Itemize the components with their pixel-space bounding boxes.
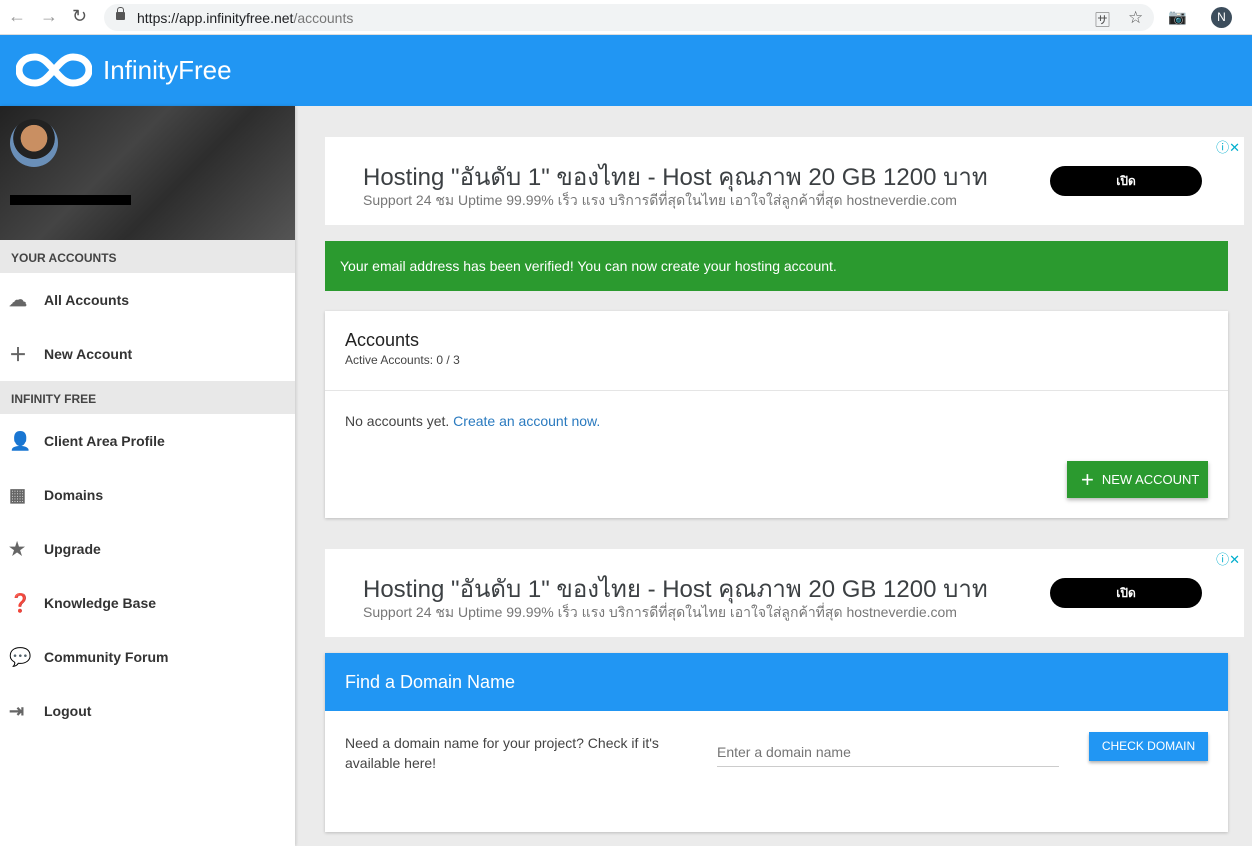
building-icon: ▦ (9, 484, 27, 505)
url-path: /accounts (293, 10, 354, 26)
sidebar-item-label: New Account (44, 346, 133, 362)
empty-text: No accounts yet. (345, 413, 454, 429)
help-icon: ❓ (9, 592, 32, 613)
forum-icon: 💬 (9, 646, 32, 667)
ad-title[interactable]: Hosting "อันดับ 1" ของไทย - Host คุณภาพ … (363, 164, 988, 191)
ad-subtitle: Support 24 ชม Uptime 99.99% เร็ว แรง บริ… (363, 604, 957, 620)
sidebar-item-label: Community Forum (44, 649, 169, 665)
ad-title[interactable]: Hosting "อันดับ 1" ของไทย - Host คุณภาพ … (363, 576, 988, 603)
domain-card-title: Find a Domain Name (325, 653, 1228, 711)
section-infinity-free: INFINITY FREE (0, 381, 295, 414)
sidebar-item-label: Client Area Profile (44, 433, 165, 449)
sidebar-item-logout[interactable]: ⇥ Logout (0, 684, 295, 738)
ad-banner[interactable]: ⓘ✕ Hosting "อันดับ 1" ของไทย - Host คุณภ… (325, 549, 1244, 637)
sidebar-item-new-account[interactable]: ＋ New Account (0, 327, 295, 381)
address-bar[interactable]: https://app.infinityfree.net/accounts 🈂 … (104, 4, 1154, 31)
reload-icon[interactable]: ↻ (72, 6, 88, 26)
sidebar-item-domains[interactable]: ▦ Domains (0, 468, 295, 522)
sidebar-item-upgrade[interactable]: ★ Upgrade (0, 522, 295, 576)
app-header: InfinityFree (0, 35, 1252, 106)
translate-icon[interactable]: 🈂 (1095, 12, 1111, 29)
browser-toolbar: ← → ↻ https://app.infinityfree.net/accou… (0, 0, 1252, 35)
sidebar-item-label: Knowledge Base (44, 595, 157, 611)
forward-icon[interactable]: → (40, 6, 58, 26)
logout-icon: ⇥ (9, 700, 25, 721)
star-bookmark-icon[interactable]: ☆ (1128, 8, 1144, 27)
active-accounts-count: 0 / 3 (436, 353, 460, 367)
ad-subtitle: Support 24 ชม Uptime 99.99% เร็ว แรง บริ… (363, 192, 957, 208)
lock-icon (116, 7, 125, 20)
profile-avatar[interactable]: N (1211, 7, 1232, 28)
user-avatar (10, 119, 58, 167)
sidebar-item-label: Upgrade (44, 541, 101, 557)
domain-description: Need a domain name for your project? Che… (345, 735, 659, 771)
camera-icon[interactable]: 📷 (1168, 9, 1187, 26)
sidebar-item-community-forum[interactable]: 💬 Community Forum (0, 630, 295, 684)
back-icon[interactable]: ← (8, 6, 26, 26)
brand-name[interactable]: InfinityFree (103, 55, 232, 85)
ad-banner[interactable]: ⓘ✕ Hosting "อันดับ 1" ของไทย - Host คุณภ… (325, 137, 1244, 225)
divider (325, 390, 1228, 391)
section-your-accounts: YOUR ACCOUNTS (0, 240, 295, 273)
plus-icon: + (1081, 466, 1094, 492)
sidebar-item-client-area-profile[interactable]: 👤 Client Area Profile (0, 414, 295, 468)
sidebar-item-label: Domains (44, 487, 104, 503)
cloud-icon: ☁ (9, 289, 27, 310)
accounts-card: Accounts Active Accounts: 0 / 3 No accou… (325, 311, 1228, 518)
domain-card: Find a Domain Name Need a domain name fo… (325, 653, 1228, 832)
domain-input[interactable] (717, 737, 1059, 767)
sidebar-item-label: Logout (44, 703, 92, 719)
redacted-username (10, 195, 131, 205)
verified-alert: Your email address has been verified! Yo… (325, 241, 1228, 291)
sidebar-item-label: All Accounts (44, 292, 130, 308)
infinity-logo-icon[interactable] (16, 51, 92, 89)
new-account-button[interactable]: + NEW ACCOUNT (1067, 461, 1208, 498)
profile-banner (0, 106, 295, 240)
plus-icon: ＋ (9, 345, 27, 365)
star-icon: ★ (9, 538, 26, 559)
check-domain-button[interactable]: CHECK DOMAIN (1089, 732, 1208, 761)
ad-close-icon[interactable]: ⓘ✕ (1216, 552, 1240, 567)
url-host: https://app.infinityfree.net (137, 10, 294, 26)
sidebar: YOUR ACCOUNTS ☁ All Accounts ＋ New Account… (0, 106, 295, 846)
create-account-link[interactable]: Create an account now. (453, 413, 601, 429)
accounts-title: Accounts (345, 330, 420, 350)
person-icon: 👤 (9, 430, 32, 451)
ad-open-button[interactable]: เปิด (1050, 166, 1202, 196)
sidebar-item-knowledge-base[interactable]: ❓ Knowledge Base (0, 576, 295, 630)
sidebar-item-all-accounts[interactable]: ☁ All Accounts (0, 273, 295, 327)
active-accounts: Active Accounts: 0 / 3 (345, 353, 460, 367)
ad-open-button[interactable]: เปิด (1050, 578, 1202, 608)
ad-close-icon[interactable]: ⓘ✕ (1216, 140, 1240, 155)
